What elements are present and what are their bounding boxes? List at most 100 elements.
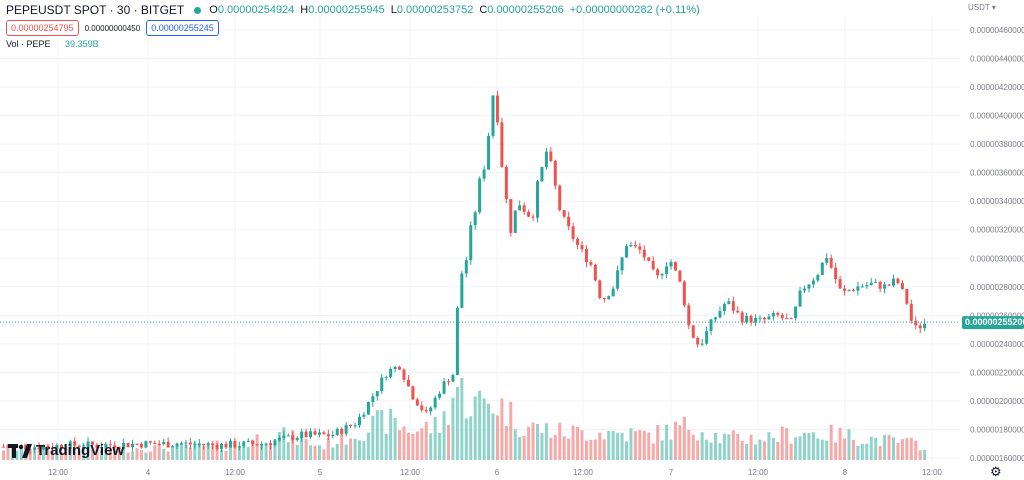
candle-body: [691, 325, 695, 338]
candle-body: [883, 284, 887, 289]
volume-legend[interactable]: Vol · PEPE 39.359B: [6, 39, 99, 49]
candle-body: [892, 278, 895, 286]
volume-bar: [295, 444, 299, 460]
volume-bar: [340, 430, 344, 460]
candle-body: [562, 210, 566, 217]
candle-body: [602, 298, 606, 300]
candle-body: [157, 443, 161, 445]
volume-bar: [358, 440, 361, 460]
candle-body: [727, 301, 731, 304]
volume-bar: [68, 448, 72, 460]
volume-bar: [37, 450, 41, 460]
market-open-dot: [194, 6, 202, 14]
candle-body: [607, 296, 611, 300]
x-tick-label: 6: [495, 468, 500, 477]
sell-button[interactable]: 0.00000254795: [6, 20, 79, 36]
candle-body: [803, 288, 806, 291]
volume-bar: [909, 437, 913, 460]
candle-body: [180, 443, 183, 445]
candle-body: [754, 317, 758, 323]
candle-body: [678, 270, 682, 282]
candles: [2, 90, 927, 455]
candle-body: [700, 343, 704, 345]
candle-body: [771, 312, 775, 317]
volume-bar: [2, 450, 5, 460]
y-tick-label: 0.00000180000: [970, 425, 1024, 434]
candle-body: [651, 260, 655, 270]
volume-bar: [896, 443, 900, 460]
candle-body: [767, 316, 771, 320]
volume-bar: [197, 442, 201, 460]
candle-body: [322, 432, 326, 435]
candle-body: [224, 443, 228, 448]
candle-body: [567, 216, 571, 227]
buy-button[interactable]: 0.00000255245: [146, 20, 219, 36]
symbol-header: PEPEUSDT SPOT · 30 · BITGET O 0.00000254…: [6, 3, 706, 17]
volume-bar: [415, 431, 419, 460]
volume-bar: [15, 450, 19, 460]
volume-bar: [616, 433, 620, 460]
y-tick-label: 0.00000220000: [970, 368, 1024, 377]
candle-body: [384, 377, 388, 379]
candle-body: [362, 414, 366, 417]
volume-bar: [834, 442, 838, 460]
candle-body: [349, 424, 353, 426]
time-axis[interactable]: 12:00 4 12:00 5 12:00 6 12:00 7 12:00 8 12:00: [48, 468, 943, 477]
candle-body: [68, 441, 72, 450]
volume-bar: [349, 438, 353, 460]
x-tick-label: 12:00: [573, 468, 594, 477]
candle-body: [126, 442, 130, 448]
candle-body: [633, 244, 637, 247]
candle-body: [780, 314, 784, 319]
candle-body: [745, 315, 749, 323]
candle-body: [860, 286, 864, 288]
candle-body: [807, 284, 811, 289]
high-value: 0.00000255945: [308, 4, 385, 16]
candle-body: [442, 381, 446, 394]
symbol-title[interactable]: PEPEUSDT SPOT · 30 · BITGET: [6, 3, 185, 17]
volume-bar: [86, 446, 90, 460]
candle-body: [540, 166, 544, 182]
spread-value: 0.00000000450: [84, 23, 141, 33]
candle-body: [500, 122, 504, 167]
candle-body: [495, 95, 499, 123]
candle-body: [420, 405, 424, 411]
volume-bar: [420, 428, 424, 460]
candle-body: [709, 319, 713, 332]
volume-bar: [762, 441, 766, 460]
volume-bar: [331, 447, 335, 460]
candle-body: [188, 442, 192, 445]
volume-bar: [166, 451, 170, 460]
candle-body: [660, 273, 664, 276]
volume-bar: [544, 423, 548, 460]
volume-bar: [847, 429, 851, 460]
currency-selector[interactable]: USDT ▾: [968, 3, 996, 12]
candle-body: [144, 441, 148, 448]
volume-bar: [567, 438, 571, 460]
price-axis[interactable]: 0.00000460000 0.00000440000 0.00000420000 0…: [970, 26, 1024, 463]
candle-body: [282, 435, 286, 438]
gear-icon[interactable]: ⚙: [990, 464, 1002, 479]
candle-body: [682, 281, 686, 306]
volume-bar: [460, 377, 464, 460]
volume-bar: [389, 408, 393, 460]
candle-body: [335, 428, 339, 435]
candle-body: [37, 447, 41, 450]
volume-bar: [429, 433, 433, 460]
volume-bar: [687, 429, 691, 460]
volume-bar: [228, 446, 232, 460]
volume-bar: [491, 413, 495, 460]
volume-bar: [700, 432, 704, 460]
y-tick-label: 0.00000200000: [970, 397, 1024, 406]
tradingview-logo[interactable]: TradingView: [8, 442, 124, 459]
volume-bar: [362, 441, 366, 460]
volume-bar: [447, 424, 450, 460]
candle-body: [233, 440, 237, 448]
candle-body: [380, 377, 384, 391]
volume-bar: [576, 426, 580, 460]
candle-body: [553, 161, 557, 186]
x-tick-label: 12:00: [922, 468, 943, 477]
volume-bar: [874, 437, 878, 460]
candle-body: [375, 390, 379, 397]
